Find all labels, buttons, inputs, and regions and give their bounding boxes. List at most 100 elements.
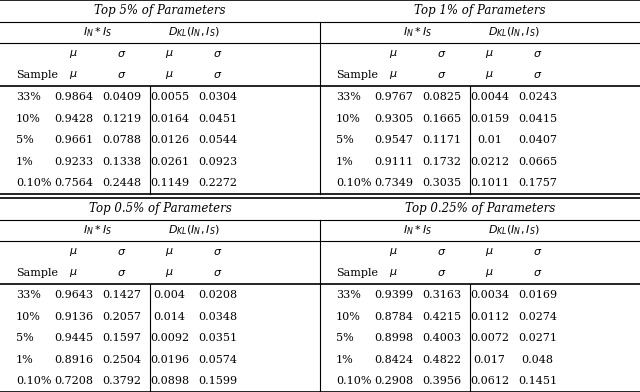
Text: 0.2448: 0.2448: [102, 178, 141, 188]
Text: 1%: 1%: [16, 355, 34, 365]
Text: 0.1665: 0.1665: [422, 114, 461, 123]
Text: 0.0169: 0.0169: [518, 290, 557, 300]
Text: $\sigma$: $\sigma$: [117, 247, 126, 257]
Text: 0.0612: 0.0612: [470, 376, 509, 386]
Text: 0.9547: 0.9547: [374, 135, 413, 145]
Text: $\sigma$: $\sigma$: [117, 49, 126, 59]
Text: 10%: 10%: [336, 114, 361, 123]
Text: 0.1757: 0.1757: [518, 178, 557, 188]
Text: 0.8424: 0.8424: [374, 355, 413, 365]
Text: 0.2908: 0.2908: [374, 376, 413, 386]
Text: 0.0261: 0.0261: [150, 157, 189, 167]
Text: 0.9305: 0.9305: [374, 114, 413, 123]
Text: 0.7208: 0.7208: [54, 376, 93, 386]
Text: $I_N * I_S$: $I_N * I_S$: [403, 25, 432, 39]
Text: 0.2272: 0.2272: [198, 178, 237, 188]
Text: 0.4003: 0.4003: [422, 333, 461, 343]
Text: 0.1171: 0.1171: [422, 135, 461, 145]
Text: 1%: 1%: [16, 157, 34, 167]
Text: 5%: 5%: [16, 135, 34, 145]
Text: 0.048: 0.048: [522, 355, 554, 365]
Text: 0.1427: 0.1427: [102, 290, 141, 300]
Text: 0.1732: 0.1732: [422, 157, 461, 167]
Text: 0.0788: 0.0788: [102, 135, 141, 145]
Text: Sample: Sample: [336, 71, 378, 80]
Text: 0.0409: 0.0409: [102, 92, 141, 102]
Text: $\sigma$: $\sigma$: [437, 247, 446, 257]
Text: 33%: 33%: [16, 290, 41, 300]
Text: 0.1599: 0.1599: [198, 376, 237, 386]
Text: 0.9445: 0.9445: [54, 333, 93, 343]
Text: 0.3163: 0.3163: [422, 290, 461, 300]
Text: $\sigma$: $\sigma$: [213, 247, 222, 257]
Text: 0.3035: 0.3035: [422, 178, 461, 188]
Text: 0.0126: 0.0126: [150, 135, 189, 145]
Text: 0.4822: 0.4822: [422, 355, 461, 365]
Text: $\mu$: $\mu$: [69, 69, 78, 82]
Text: $\mu$: $\mu$: [485, 267, 494, 279]
Text: 10%: 10%: [16, 312, 41, 321]
Text: 0.3792: 0.3792: [102, 376, 141, 386]
Text: $D_{KL}(I_N, I_S)$: $D_{KL}(I_N, I_S)$: [168, 25, 220, 39]
Text: 0.9399: 0.9399: [374, 290, 413, 300]
Text: 5%: 5%: [336, 333, 354, 343]
Text: $\sigma$: $\sigma$: [437, 71, 446, 80]
Text: $\mu$: $\mu$: [389, 246, 398, 258]
Text: $\sigma$: $\sigma$: [213, 269, 222, 278]
Text: 0.10%: 0.10%: [16, 178, 51, 188]
Text: Sample: Sample: [16, 269, 58, 278]
Text: 0.3956: 0.3956: [422, 376, 461, 386]
Text: 0.9233: 0.9233: [54, 157, 93, 167]
Text: Top 0.25% of Parameters: Top 0.25% of Parameters: [405, 202, 555, 215]
Text: 0.0825: 0.0825: [422, 92, 461, 102]
Text: 0.0072: 0.0072: [470, 333, 509, 343]
Text: $\mu$: $\mu$: [165, 48, 174, 60]
Text: 0.0055: 0.0055: [150, 92, 189, 102]
Text: 0.0348: 0.0348: [198, 312, 237, 321]
Text: 0.0208: 0.0208: [198, 290, 237, 300]
Text: 10%: 10%: [16, 114, 41, 123]
Text: $I_N * I_S$: $I_N * I_S$: [83, 25, 112, 39]
Text: 0.0044: 0.0044: [470, 92, 509, 102]
Text: $\sigma$: $\sigma$: [533, 49, 542, 59]
Text: 0.1149: 0.1149: [150, 178, 189, 188]
Text: $\mu$: $\mu$: [485, 246, 494, 258]
Text: $\sigma$: $\sigma$: [117, 269, 126, 278]
Text: 5%: 5%: [16, 333, 34, 343]
Text: 33%: 33%: [336, 92, 361, 102]
Text: $\sigma$: $\sigma$: [437, 269, 446, 278]
Text: 0.0544: 0.0544: [198, 135, 237, 145]
Text: $\mu$: $\mu$: [485, 48, 494, 60]
Text: 0.0243: 0.0243: [518, 92, 557, 102]
Text: 0.01: 0.01: [477, 135, 502, 145]
Text: 0.2504: 0.2504: [102, 355, 141, 365]
Text: 0.9428: 0.9428: [54, 114, 93, 123]
Text: 0.1011: 0.1011: [470, 178, 509, 188]
Text: 0.10%: 0.10%: [336, 178, 371, 188]
Text: 0.017: 0.017: [474, 355, 506, 365]
Text: 0.004: 0.004: [154, 290, 186, 300]
Text: $\sigma$: $\sigma$: [533, 71, 542, 80]
Text: 0.0196: 0.0196: [150, 355, 189, 365]
Text: 0.9767: 0.9767: [374, 92, 413, 102]
Text: $\sigma$: $\sigma$: [533, 269, 542, 278]
Text: $D_{KL}(I_N, I_S)$: $D_{KL}(I_N, I_S)$: [488, 223, 540, 237]
Text: 0.0898: 0.0898: [150, 376, 189, 386]
Text: 0.0164: 0.0164: [150, 114, 189, 123]
Text: $\mu$: $\mu$: [69, 48, 78, 60]
Text: 0.1597: 0.1597: [102, 333, 141, 343]
Text: 0.1219: 0.1219: [102, 114, 141, 123]
Text: Top 5% of Parameters: Top 5% of Parameters: [94, 4, 226, 17]
Text: 0.0304: 0.0304: [198, 92, 237, 102]
Text: $\mu$: $\mu$: [165, 69, 174, 82]
Text: 0.0212: 0.0212: [470, 157, 509, 167]
Text: $D_{KL}(I_N, I_S)$: $D_{KL}(I_N, I_S)$: [168, 223, 220, 237]
Text: 0.0407: 0.0407: [518, 135, 557, 145]
Text: 0.0351: 0.0351: [198, 333, 237, 343]
Text: $\sigma$: $\sigma$: [533, 247, 542, 257]
Text: $\sigma$: $\sigma$: [437, 49, 446, 59]
Text: 33%: 33%: [16, 92, 41, 102]
Text: 0.7349: 0.7349: [374, 178, 413, 188]
Text: 0.0159: 0.0159: [470, 114, 509, 123]
Text: $\mu$: $\mu$: [165, 267, 174, 279]
